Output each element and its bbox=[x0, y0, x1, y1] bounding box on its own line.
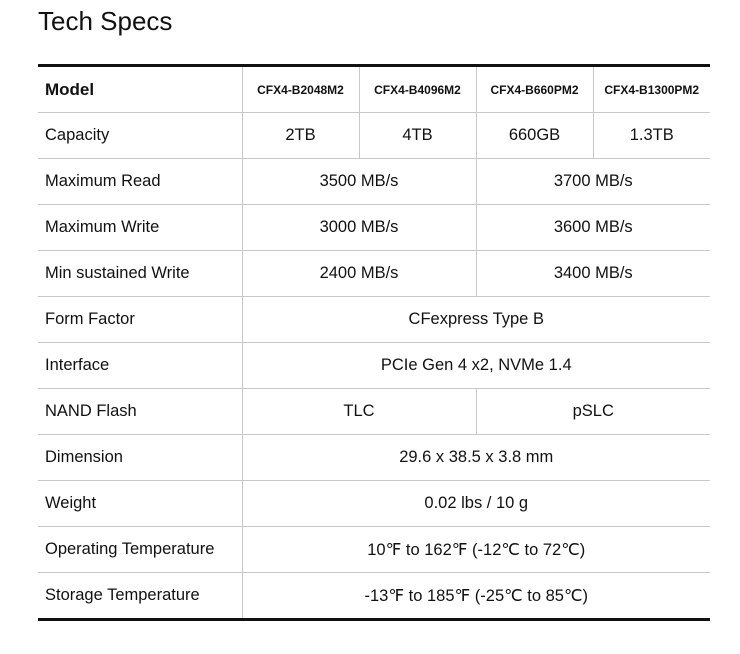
spec-value: 10℉ to 162℉ (-12℃ to 72℃) bbox=[242, 526, 710, 573]
model-name: CFX4-B2048M2 bbox=[257, 82, 344, 97]
spec-value: 3500 MB/s bbox=[242, 158, 476, 205]
spec-row: Form Factor CFexpress Type B bbox=[38, 296, 710, 343]
spec-row: Capacity 2TB 4TB 660GB 1.3TB bbox=[38, 112, 710, 159]
spec-row: Interface PCIe Gen 4 x2, NVMe 1.4 bbox=[38, 342, 710, 389]
spec-value: 1.3TB bbox=[592, 112, 710, 159]
spec-row: Weight 0.02 lbs / 10 g bbox=[38, 480, 710, 527]
spec-row: Operating Temperature 10℉ to 162℉ (-12℃ t… bbox=[38, 526, 710, 573]
spec-row: Storage Temperature -13℉ to 185℉ (-25℃ to… bbox=[38, 572, 710, 620]
spec-value: 3000 MB/s bbox=[242, 204, 476, 251]
spec-row: Maximum Write 3000 MB/s 3600 MB/s bbox=[38, 204, 710, 251]
spec-value: TLC bbox=[242, 388, 476, 435]
spec-value: 2400 MB/s bbox=[242, 250, 476, 297]
spec-label: Dimension bbox=[38, 434, 243, 481]
spec-label: Interface bbox=[38, 342, 243, 389]
spec-value: 3600 MB/s bbox=[475, 204, 710, 251]
spec-value: 660GB bbox=[475, 112, 593, 159]
model-name: CFX4-B4096M2 bbox=[358, 65, 476, 113]
spec-label: Storage Temperature bbox=[38, 572, 243, 620]
spec-label: Maximum Read bbox=[38, 158, 243, 205]
spec-value: pSLC bbox=[475, 388, 710, 435]
spec-label: Min sustained Write bbox=[38, 250, 243, 297]
spec-value: 4TB bbox=[358, 112, 476, 159]
header-row: Model CFX4-B2048M2 CFX4-B4096M2 CFX4-B660PM… bbox=[38, 65, 710, 113]
spec-label: NAND Flash bbox=[38, 388, 243, 435]
model-name: CFX4-B660PM2 bbox=[475, 65, 593, 113]
spec-row: Maximum Read 3500 MB/s 3700 MB/s bbox=[38, 158, 710, 205]
spec-label: Maximum Write bbox=[38, 204, 243, 251]
spec-value: 0.02 lbs / 10 g bbox=[242, 480, 710, 527]
spec-row: Dimension 29.6 x 38.5 x 3.8 mm bbox=[38, 434, 710, 481]
spec-value: -13℉ to 185℉ (-25℃ to 85℃) bbox=[242, 572, 710, 620]
title: Tech Specs bbox=[38, 6, 173, 36]
spec-value: 3700 MB/s bbox=[475, 158, 710, 205]
spec-label: Capacity bbox=[38, 112, 243, 159]
spec-label: Form Factor bbox=[38, 296, 243, 343]
spec-value: 29.6 x 38.5 x 3.8 mm bbox=[242, 434, 710, 481]
spec-value: 3400 MB/s bbox=[475, 250, 710, 297]
header-label: Model bbox=[38, 65, 243, 113]
spec-label: Operating Temperature bbox=[38, 526, 243, 573]
spec-value: PCIe Gen 4 x2, NVMe 1.4 bbox=[242, 342, 710, 389]
spec-value: CFexpress Type B bbox=[242, 296, 710, 343]
spec-value: 2TB bbox=[242, 112, 359, 159]
model-name: CFX4-B1300PM2 bbox=[592, 65, 710, 113]
spec-row: NAND Flash TLC pSLC bbox=[38, 388, 710, 435]
spec-table: Model CFX4-B2048M2 CFX4-B4096M2 CFX4-B660PM… bbox=[38, 64, 710, 621]
spec-row: Min sustained Write 2400 MB/s 3400 MB/s bbox=[38, 250, 710, 297]
spec-label: Weight bbox=[38, 480, 243, 527]
